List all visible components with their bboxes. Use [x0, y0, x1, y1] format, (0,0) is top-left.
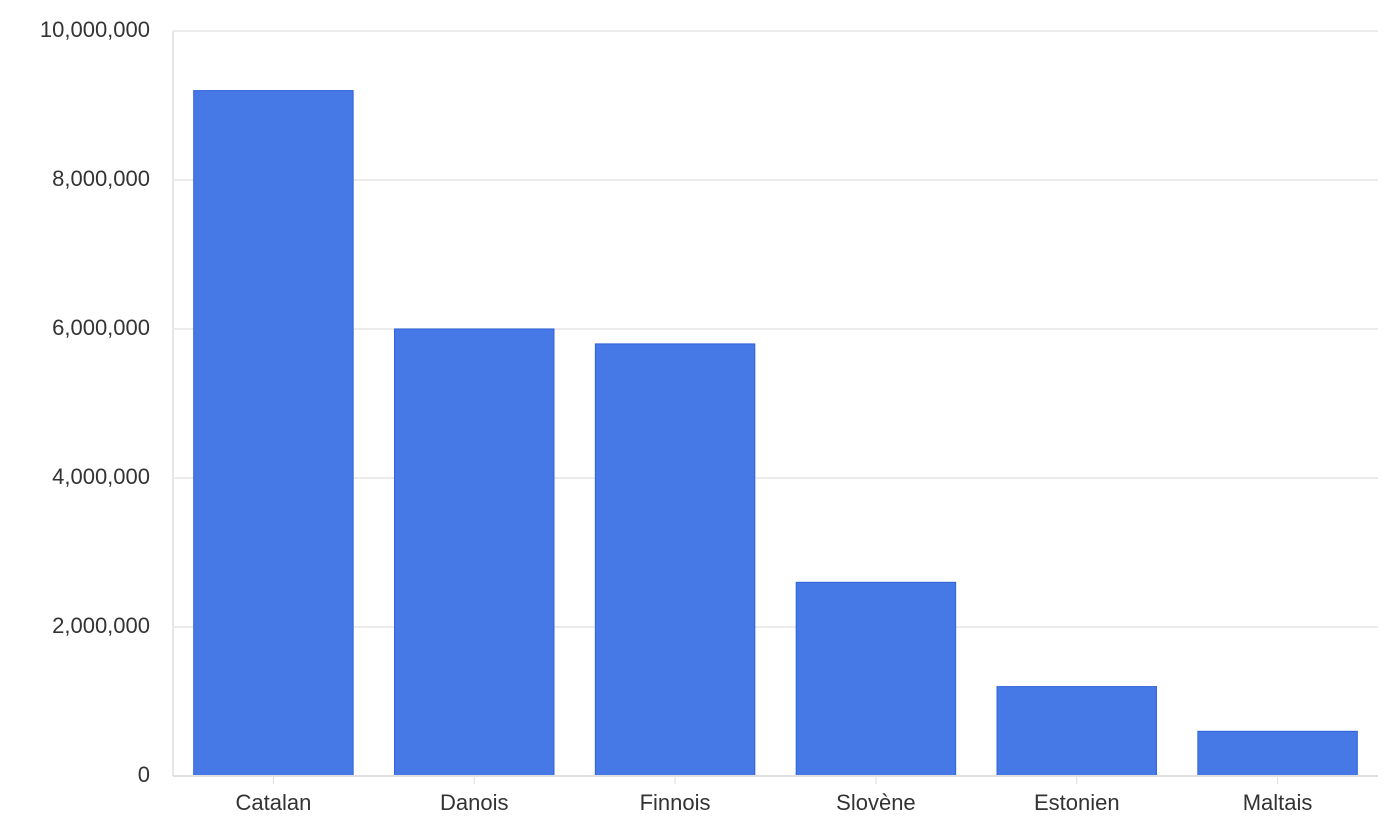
y-tick-label: 8,000,000: [52, 166, 150, 191]
x-tick-label: Estonien: [1034, 790, 1120, 815]
x-tick-label: Maltais: [1243, 790, 1313, 815]
y-tick-label: 4,000,000: [52, 464, 150, 489]
bar: [394, 328, 555, 777]
x-tick-label: Danois: [440, 790, 508, 815]
bar: [193, 90, 354, 777]
bar: [1197, 730, 1358, 777]
y-tick-label: 6,000,000: [52, 315, 150, 340]
y-tick-label: 0: [138, 762, 150, 787]
y-tick-label: 10,000,000: [40, 17, 150, 42]
x-tick-label: Slovène: [836, 790, 916, 815]
y-tick-label: 2,000,000: [52, 613, 150, 638]
x-tick-label: Finnois: [640, 790, 711, 815]
x-tick-label: Catalan: [235, 790, 311, 815]
bar: [996, 686, 1157, 777]
bar: [795, 581, 957, 777]
bar: [594, 343, 756, 777]
